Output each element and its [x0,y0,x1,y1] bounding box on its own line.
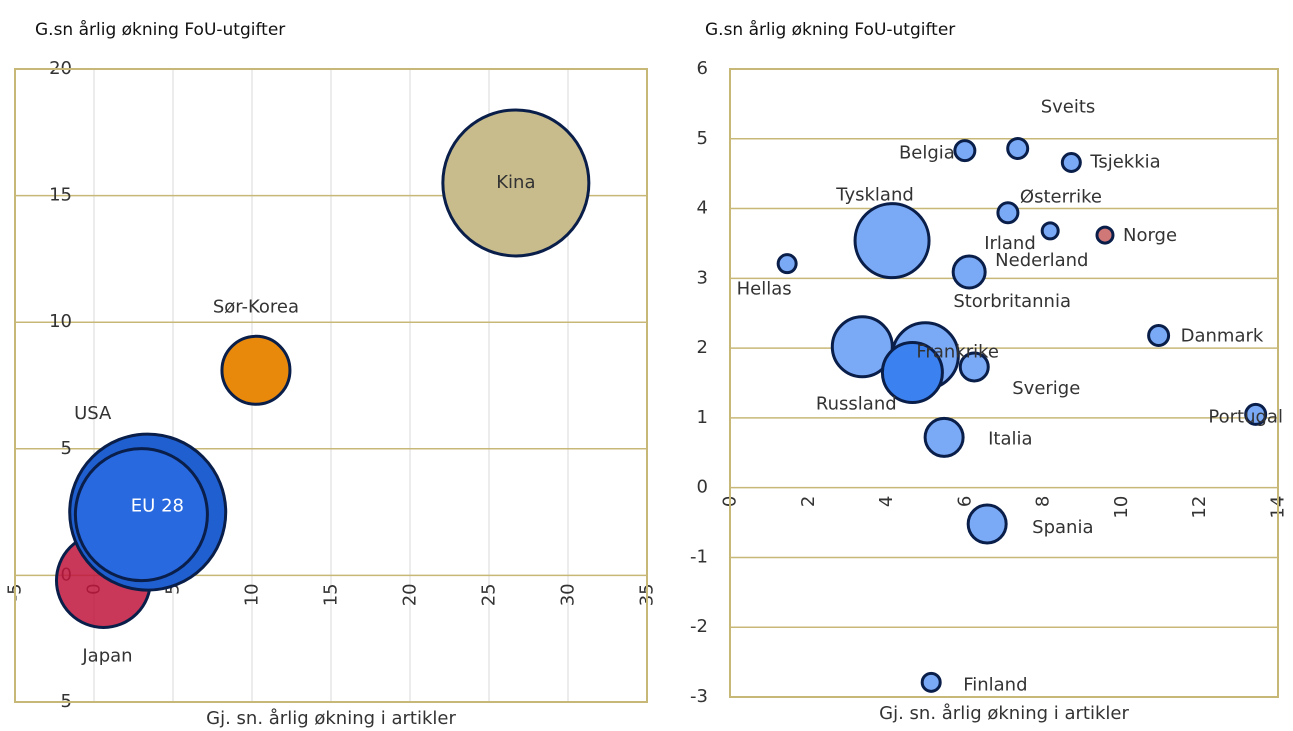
y-tick-label: 5 [61,438,72,459]
bubble-label: Nederland [995,250,1088,271]
bubble [958,351,990,383]
y-axis-title: G.sn årlig økning FoU-utgifter [705,19,955,40]
y-tick-label: -2 [690,616,708,637]
y-tick-label: -3 [690,686,708,707]
bubble-label: Sveits [1041,97,1096,118]
bubble [951,254,987,290]
bubble-label: Frankrike [916,342,999,363]
bubble-label: EU 28 [131,496,184,517]
bubble-label: Tyskland [835,185,914,206]
x-tick-label: 25 [479,583,500,606]
bubble-label: Østerrike [1020,187,1102,208]
x-tick-label: 10 [242,583,263,606]
bubble [1095,225,1115,245]
bubble-label: Spania [1032,517,1093,538]
bubble-label: Finland [963,674,1027,695]
bubble [996,201,1020,225]
bubble-label: Portugal [1208,406,1283,427]
bubble [853,202,931,280]
bubble [1040,221,1060,241]
y-tick-label: 10 [49,311,72,332]
bubble-label: Kina [496,172,535,193]
bubble [923,416,965,458]
bubble [1006,137,1030,161]
bubble [441,108,591,258]
x-tick-label: 30 [558,583,579,606]
x-tick-label: 6 [954,496,975,507]
x-axis-title: Gj. sn. årlig økning i artikler [879,703,1129,724]
bubble [73,447,209,583]
bubble-label: Sør-Korea [213,296,299,317]
y-tick-label: 0 [697,477,708,498]
bubble [953,139,977,163]
bubble [776,253,798,275]
bubble-label: Norge [1123,225,1177,246]
x-tick-label: 12 [1189,496,1210,519]
y-tick-label: 6 [697,58,708,79]
bubble-label: USA [74,403,112,424]
plot-frame [729,68,1279,698]
bubble-label: Japan [81,645,132,666]
y-tick-label: 1 [697,407,708,428]
x-tick-label: 20 [400,583,421,606]
x-tick-label: 2 [798,496,819,507]
y-tick-label: -1 [690,546,708,567]
bubble-label: Sverige [1012,378,1080,399]
x-tick-label: 10 [1111,496,1132,519]
bubble [966,503,1008,545]
x-tick-label: 5 [163,583,184,594]
bubble [1147,324,1171,348]
bubble [1244,402,1268,426]
bubble-label: Danmark [1181,326,1264,347]
x-tick-label: 4 [876,496,897,507]
y-tick-label: 4 [697,198,708,219]
plot-frame [14,68,648,703]
y-axis-title: G.sn årlig økning FoU-utgifter [35,19,285,40]
y-tick-label: 5 [697,128,708,149]
bubble-label: Italia [988,428,1032,449]
y-tick-label: 2 [697,337,708,358]
bubble-label: Tsjekkia [1089,152,1160,173]
bubble-label: Hellas [737,279,792,300]
x-axis-title: Gj. sn. årlig økning i artikler [206,708,456,729]
y-tick-label: 15 [49,185,72,206]
bubble-label: Storbritannia [953,291,1071,312]
bubble [880,341,944,405]
y-tick-label: 3 [697,267,708,288]
bubble [920,671,942,693]
bubble [1060,152,1082,174]
bubble-label: Irland [984,233,1036,254]
bubble-label: Russland [816,394,897,415]
x-tick-label: 15 [321,583,342,606]
bubble [220,334,292,406]
x-tick-label: 8 [1033,496,1054,507]
bubble-label: Belgia [899,143,955,164]
